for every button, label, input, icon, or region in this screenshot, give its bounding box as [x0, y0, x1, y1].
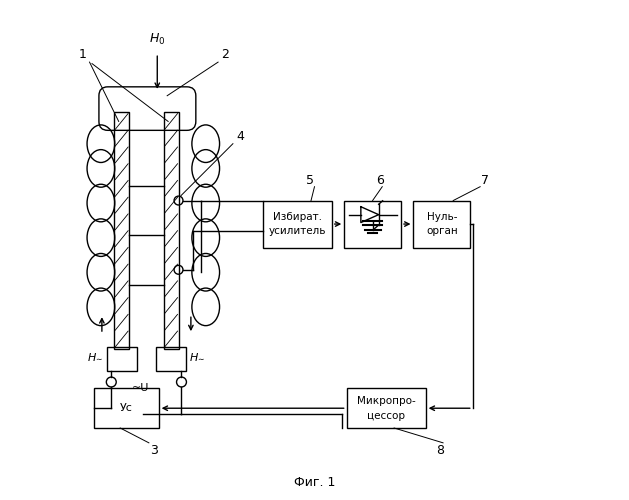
- Text: 8: 8: [437, 444, 445, 457]
- Text: 3: 3: [150, 444, 158, 457]
- Text: $H_∼$: $H_∼$: [87, 352, 104, 362]
- Text: цессор: цессор: [367, 410, 405, 420]
- Text: Избират.: Избират.: [273, 212, 321, 222]
- Text: Ус: Ус: [120, 403, 133, 413]
- Text: $H_0$: $H_0$: [149, 32, 165, 48]
- Bar: [413, 200, 470, 248]
- Text: 2: 2: [221, 48, 230, 61]
- Text: Микропро-: Микропро-: [357, 396, 416, 406]
- Text: орган: орган: [426, 226, 458, 236]
- Bar: [344, 200, 401, 248]
- Text: $H_∼$: $H_∼$: [189, 352, 205, 362]
- Text: 5: 5: [306, 174, 313, 188]
- Text: 4: 4: [237, 130, 244, 143]
- Bar: [164, 112, 179, 349]
- Text: 6: 6: [376, 174, 384, 188]
- Text: Фиг. 1: Фиг. 1: [294, 476, 335, 489]
- Bar: [262, 200, 332, 248]
- Bar: [94, 388, 159, 428]
- Text: 1: 1: [78, 48, 86, 61]
- Bar: [156, 348, 186, 371]
- Text: усилитель: усилитель: [269, 226, 326, 236]
- Bar: [114, 112, 129, 349]
- Bar: [107, 348, 136, 371]
- Text: ~U: ~U: [131, 384, 149, 394]
- Text: Нуль-: Нуль-: [426, 212, 457, 222]
- Bar: [347, 388, 426, 428]
- Text: 7: 7: [481, 174, 489, 188]
